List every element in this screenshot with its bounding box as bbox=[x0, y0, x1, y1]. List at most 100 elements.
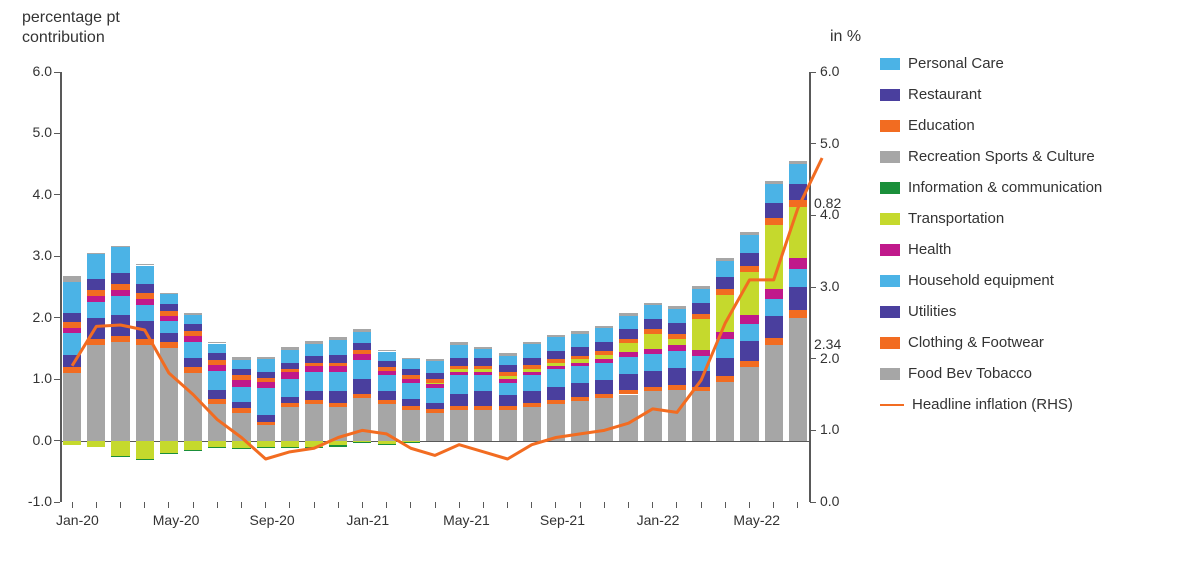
legend-label: Recreation Sports & Culture bbox=[908, 148, 1095, 165]
legend: Personal Care Restaurant Education Recreati… bbox=[880, 55, 1102, 413]
legend-label: Restaurant bbox=[908, 86, 981, 103]
legend-swatch bbox=[880, 244, 900, 256]
y-left-axis-title-line1: percentage pt bbox=[22, 8, 120, 28]
y-right-tick-label: 0.0 bbox=[820, 493, 839, 509]
x-tick bbox=[120, 502, 121, 508]
inflation-contribution-chart: percentage pt contribution in % 6.05.04.… bbox=[0, 0, 1200, 578]
legend-item-education: Education bbox=[880, 117, 1102, 134]
legend-label: Education bbox=[908, 117, 975, 134]
y-right-tick-label: 1.0 bbox=[820, 421, 839, 437]
legend-swatch bbox=[880, 368, 900, 380]
legend-swatch bbox=[880, 89, 900, 101]
legend-item-food: Food Bev Tobacco bbox=[880, 365, 1102, 382]
x-tick bbox=[314, 502, 315, 508]
legend-label: Personal Care bbox=[908, 55, 1004, 72]
y-right-tick bbox=[810, 502, 816, 503]
x-tick bbox=[265, 502, 266, 508]
x-tick bbox=[652, 502, 653, 508]
x-tick bbox=[289, 502, 290, 508]
x-tick bbox=[483, 502, 484, 508]
legend-label: Clothing & Footwear bbox=[908, 334, 1044, 351]
x-tick-label: May-20 bbox=[153, 512, 200, 528]
x-tick bbox=[773, 502, 774, 508]
legend-item-headline: Headline inflation (RHS) bbox=[880, 396, 1102, 413]
x-tick-label: Jan-22 bbox=[637, 512, 680, 528]
callout-label: 2.34 bbox=[814, 336, 841, 352]
legend-label: Information & communication bbox=[908, 179, 1102, 196]
x-tick bbox=[725, 502, 726, 508]
y-left-tick-label: 4.0 bbox=[12, 186, 52, 202]
y-left-tick-label: 3.0 bbox=[12, 247, 52, 263]
y-left-tick-label: 1.0 bbox=[12, 370, 52, 386]
legend-swatch bbox=[880, 213, 900, 225]
y-right-tick-label: 6.0 bbox=[820, 63, 839, 79]
x-tick bbox=[386, 502, 387, 508]
legend-item-restaurant: Restaurant bbox=[880, 86, 1102, 103]
x-tick bbox=[241, 502, 242, 508]
x-tick bbox=[144, 502, 145, 508]
legend-label: Headline inflation (RHS) bbox=[912, 396, 1073, 413]
x-tick-label: Jan-20 bbox=[56, 512, 99, 528]
headline-line bbox=[60, 72, 810, 502]
y-right-tick bbox=[810, 358, 816, 359]
x-tick bbox=[459, 502, 460, 508]
plot-area: 6.05.04.03.02.01.00.0-1.06.05.04.03.02.0… bbox=[60, 72, 810, 502]
legend-swatch bbox=[880, 275, 900, 287]
x-tick bbox=[580, 502, 581, 508]
y-left-axis-title: percentage pt contribution bbox=[22, 8, 120, 48]
legend-item-utilities: Utilities bbox=[880, 303, 1102, 320]
y-left-tick-label: 0.0 bbox=[12, 432, 52, 448]
y-right-tick bbox=[810, 72, 816, 73]
y-right-tick-label: 3.0 bbox=[820, 278, 839, 294]
x-tick bbox=[72, 502, 73, 508]
callout-label: 0.82 bbox=[814, 195, 841, 211]
x-tick bbox=[410, 502, 411, 508]
y-left-tick-label: 2.0 bbox=[12, 309, 52, 325]
x-tick-label: Sep-20 bbox=[250, 512, 295, 528]
x-tick bbox=[676, 502, 677, 508]
x-tick-label: May-22 bbox=[733, 512, 780, 528]
x-tick bbox=[362, 502, 363, 508]
y-right-tick-label: 5.0 bbox=[820, 135, 839, 151]
x-tick bbox=[338, 502, 339, 508]
x-tick bbox=[193, 502, 194, 508]
x-tick bbox=[604, 502, 605, 508]
legend-label: Health bbox=[908, 241, 951, 258]
x-tick-label: Sep-21 bbox=[540, 512, 585, 528]
x-tick bbox=[797, 502, 798, 508]
y-left-axis-title-line2: contribution bbox=[22, 28, 120, 48]
x-tick bbox=[217, 502, 218, 508]
legend-item-household: Household equipment bbox=[880, 272, 1102, 289]
x-tick bbox=[628, 502, 629, 508]
x-tick bbox=[507, 502, 508, 508]
legend-swatch bbox=[880, 306, 900, 318]
x-tick bbox=[701, 502, 702, 508]
legend-item-personal_care: Personal Care bbox=[880, 55, 1102, 72]
legend-item-transport: Transportation bbox=[880, 210, 1102, 227]
y-right-tick bbox=[810, 143, 816, 144]
y-right-tick bbox=[810, 287, 816, 288]
y-left-tick-label: -1.0 bbox=[12, 493, 52, 509]
x-tick bbox=[555, 502, 556, 508]
legend-swatch bbox=[880, 182, 900, 194]
legend-label: Transportation bbox=[908, 210, 1004, 227]
legend-swatch bbox=[880, 58, 900, 70]
y-left-tick-label: 6.0 bbox=[12, 63, 52, 79]
legend-item-recreation: Recreation Sports & Culture bbox=[880, 148, 1102, 165]
legend-item-infocomm: Information & communication bbox=[880, 179, 1102, 196]
legend-label: Food Bev Tobacco bbox=[908, 365, 1032, 382]
legend-item-health: Health bbox=[880, 241, 1102, 258]
x-tick bbox=[749, 502, 750, 508]
legend-swatch bbox=[880, 337, 900, 349]
legend-label: Utilities bbox=[908, 303, 956, 320]
legend-swatch bbox=[880, 120, 900, 132]
x-tick-label: May-21 bbox=[443, 512, 490, 528]
y-right-tick bbox=[810, 430, 816, 431]
y-right-tick bbox=[810, 215, 816, 216]
legend-swatch bbox=[880, 151, 900, 163]
legend-item-clothing: Clothing & Footwear bbox=[880, 334, 1102, 351]
legend-line-swatch bbox=[880, 404, 904, 406]
x-tick bbox=[531, 502, 532, 508]
x-tick bbox=[168, 502, 169, 508]
x-tick-label: Jan-21 bbox=[346, 512, 389, 528]
